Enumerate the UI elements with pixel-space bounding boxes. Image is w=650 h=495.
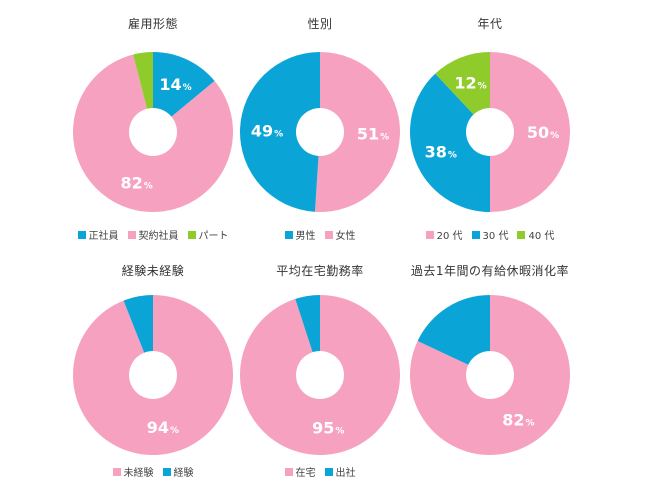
legend-swatch — [127, 230, 136, 239]
data-label: 49% — [251, 121, 283, 140]
legend-item: 在宅 — [284, 464, 316, 479]
legend-item: 契約社員 — [127, 227, 179, 242]
legend-swatch — [517, 230, 526, 239]
panel-gender: 性別 51% 49% 男性 女性 — [235, 15, 405, 242]
pie-slice — [410, 73, 490, 212]
legend-label: 男性 — [295, 231, 316, 242]
data-label: 12% — [454, 74, 486, 93]
data-label: 50% — [527, 123, 559, 142]
legend-item: 女性 — [324, 227, 356, 242]
donut-hole — [466, 108, 514, 156]
donut-chart: 14% 82% — [73, 52, 233, 212]
donut-chart: 50% 38% 12% — [410, 52, 570, 212]
legend-label: 正社員 — [88, 231, 119, 242]
chart-title: 経験未経験 — [121, 264, 185, 278]
pie-slice — [314, 52, 401, 212]
panel-age: 年代 50% 38% 12% 20 代 30 代 40 代 — [405, 15, 575, 242]
pie-slice — [240, 52, 320, 212]
legend-item: 経験 — [162, 464, 194, 479]
donut-hole — [296, 351, 344, 399]
data-label: 14% — [159, 75, 191, 94]
legend-item: 30 代 — [471, 227, 509, 242]
data-label: 94% — [147, 418, 179, 437]
chart-title: 性別 — [307, 17, 333, 31]
data-label: 51% — [357, 125, 389, 144]
legend-label: 経験 — [173, 468, 194, 479]
donut-hole — [129, 108, 177, 156]
legend-swatch — [284, 467, 293, 476]
legend-label: 女性 — [335, 231, 356, 242]
legend-swatch — [324, 467, 333, 476]
donut-hole — [296, 108, 344, 156]
panel-paid-leave-rate: 過去1年間の有給休暇消化率 82% — [405, 262, 575, 482]
chart-title: 雇用形態 — [127, 17, 178, 31]
legend-swatch — [187, 230, 196, 239]
panel-employment-type: 雇用形態 14% 82% 正社員 契約社員 パート — [68, 15, 238, 242]
chart-title: 過去1年間の有給休暇消化率 — [410, 264, 570, 278]
legend-label: 未経験 — [123, 468, 154, 479]
legend-label: 契約社員 — [138, 231, 179, 242]
legend-swatch — [471, 230, 480, 239]
legend: 在宅 出社 — [235, 464, 405, 479]
donut-chart: 82% — [410, 295, 570, 455]
legend-label: 30 代 — [482, 231, 509, 242]
legend-item: 男性 — [284, 227, 316, 242]
data-label: 95% — [312, 418, 344, 437]
legend-label: 20 代 — [436, 231, 463, 242]
legend: 未経験 経験 — [68, 464, 238, 479]
panel-experience: 経験未経験 94% 未経験 経験 — [68, 262, 238, 482]
legend: 正社員 契約社員 パート — [68, 227, 238, 242]
legend: 男性 女性 — [235, 227, 405, 242]
chart-title: 年代 — [477, 17, 503, 31]
data-label: 38% — [425, 143, 457, 162]
pie-slice — [490, 52, 570, 212]
legend-item: 正社員 — [77, 227, 119, 242]
legend-label: パート — [198, 231, 229, 242]
donut-hole — [129, 351, 177, 399]
legend-label: 出社 — [335, 468, 356, 479]
legend-swatch — [162, 467, 171, 476]
legend-swatch — [324, 230, 333, 239]
legend-swatch — [77, 230, 86, 239]
donut-hole — [466, 351, 514, 399]
legend-swatch — [284, 230, 293, 239]
panel-remote-work-rate: 平均在宅勤務率 95% 在宅 出社 — [235, 262, 405, 482]
chart-title: 平均在宅勤務率 — [276, 264, 364, 278]
pie-slice — [153, 52, 215, 132]
donut-chart: 94% — [72, 295, 233, 455]
donut-chart: 95% — [240, 295, 400, 455]
legend-label: 40 代 — [528, 231, 555, 242]
legend-item: 40 代 — [517, 227, 554, 242]
legend-item: 未経験 — [112, 464, 154, 479]
data-label: 82% — [120, 173, 152, 192]
legend-item: 出社 — [324, 464, 356, 479]
legend-swatch — [112, 467, 121, 476]
pie-slice — [417, 295, 490, 375]
legend-item: 20 代 — [425, 227, 463, 242]
legend-label: 在宅 — [295, 468, 316, 479]
donut-chart: 51% 49% — [240, 52, 401, 212]
pie-slice — [435, 52, 490, 132]
data-label: 82% — [502, 411, 534, 430]
legend-swatch — [425, 230, 434, 239]
legend-item: パート — [187, 227, 229, 242]
legend: 20 代 30 代 40 代 — [405, 227, 575, 242]
